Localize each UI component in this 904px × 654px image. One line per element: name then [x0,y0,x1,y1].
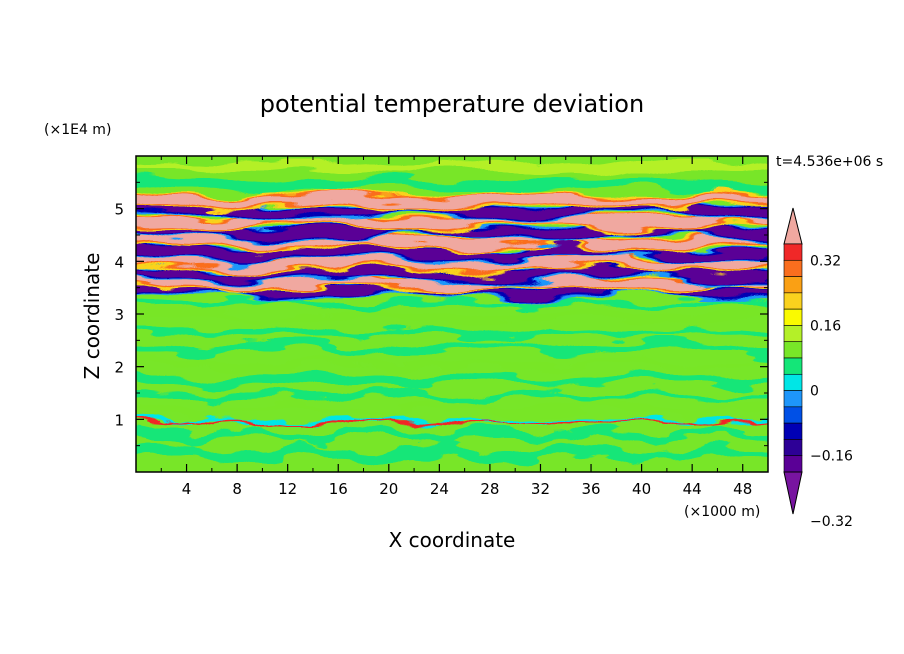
weak-layer [136,158,768,175]
positive-layer [136,230,768,252]
x-tick-label: 32 [531,480,550,498]
y-axis-label: Z coordinate [80,253,104,380]
x-tick-label: 40 [632,480,651,498]
colorbar-tick-label: 0 [810,384,819,400]
colorbar-swatch [783,325,803,343]
weak-layer [136,440,768,467]
colorbar-swatch [783,390,803,408]
colorbar-swatch [783,455,803,473]
chart-title: potential temperature deviation [260,90,644,118]
x-tick-label: 44 [683,480,702,498]
x-axis-unit: (×1000 m) [684,504,760,520]
x-tick-label: 16 [329,480,348,498]
time-label: t=4.536e+06 s [776,154,883,170]
thin-layer [136,419,768,425]
contour-field [136,156,768,472]
weak-layer [136,307,768,326]
colorbar: 0.32 0.16 0 −0.16 −0.32 [783,207,853,530]
colorbar-swatch [783,259,803,277]
x-tick-label: 48 [733,480,752,498]
colorbar-swatch [783,243,803,261]
weak-layer [136,355,768,373]
y-tick-label: 4 [114,253,124,271]
colorbar-tick-label: −0.16 [810,449,853,465]
x-tick-label: 28 [480,480,499,498]
colorbar-swatch [783,276,803,294]
colorbar-swatch [783,308,803,326]
weak-layer [136,388,768,404]
positive-layer [136,192,768,209]
colorbar-min-triangle [783,471,803,515]
colorbar-tick-label: 0.16 [810,318,841,334]
colorbar-swatch [783,357,803,375]
weak-layer [136,424,768,446]
colorbar-swatch [783,292,803,310]
y-tick-label: 2 [114,359,124,377]
y-tick-label: 3 [114,306,124,324]
x-tick-label: 4 [182,480,192,498]
colorbar-swatch [783,422,803,440]
y-axis: 1 2 3 4 5 [114,181,768,447]
x-tick-label: 8 [232,480,242,498]
weak-layer [136,324,768,340]
colorbar-swatch [783,406,803,424]
positive-layer [136,251,768,274]
contour-bands [136,158,768,467]
colorbar-swatch [783,373,803,391]
x-tick-label: 20 [379,480,398,498]
colorbar-tick-label: 0.32 [810,253,841,269]
x-tick-label: 24 [430,480,449,498]
x-tick-label: 36 [581,480,600,498]
weak-layer [136,399,768,419]
weak-layer [136,338,768,358]
x-axis-label: X coordinate [389,528,516,552]
x-tick-label: 12 [278,480,297,498]
positive-layer [136,272,768,293]
y-tick-label: 1 [114,411,124,429]
colorbar-tick-label: −0.32 [810,514,853,530]
colorbar-swatch [783,439,803,457]
y-axis-unit: (×1E4 m) [44,122,111,138]
colorbar-max-triangle [783,207,803,245]
weak-layer [136,369,768,391]
y-tick-label: 5 [114,201,124,219]
weak-layer [136,175,768,195]
x-axis: 4 8 12 16 20 24 28 32 36 40 44 48 [160,156,752,498]
colorbar-swatch [783,341,803,359]
